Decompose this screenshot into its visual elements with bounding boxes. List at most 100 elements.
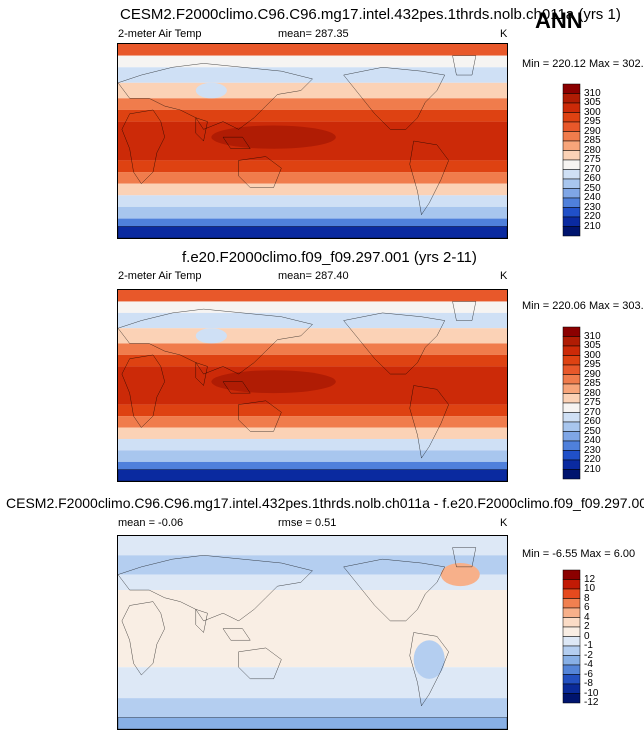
- colorbar-swatches: [562, 569, 581, 704]
- colorbar-swatch: [562, 83, 581, 94]
- panel-2-minmax: Min = 220.06 Max = 303.44: [522, 300, 644, 312]
- colorbar-swatch: [562, 207, 581, 218]
- temperature-band: [118, 427, 507, 439]
- colorbar-swatches: [562, 326, 581, 480]
- temperature-band: [118, 343, 507, 355]
- colorbar-swatch: [562, 345, 581, 356]
- coastline: [344, 313, 445, 374]
- temperature-band: [118, 574, 507, 591]
- colorbar-swatch: [562, 374, 581, 385]
- season-label: ANN: [535, 8, 583, 33]
- negative-anomaly-patch: [413, 640, 445, 679]
- panel-1-title: CESM2.F2000climo.C96.C96.mg17.intel.432p…: [120, 6, 621, 23]
- coastline: [122, 110, 165, 184]
- colorbar-tick-label: 230: [584, 444, 601, 456]
- colorbar-tick-label: 2: [584, 621, 590, 632]
- colorbar-tick-label: -4: [584, 659, 593, 670]
- colorbar-tick-label: 305: [584, 97, 601, 108]
- colorbar-tick-label: 260: [584, 173, 601, 184]
- colorbar-tick-label: 240: [584, 435, 601, 446]
- panel-3-units: K: [500, 517, 508, 529]
- colorbar-swatch: [562, 159, 581, 170]
- coastline: [223, 382, 250, 393]
- panel-1-variable: 2-meter Air Temp: [118, 28, 202, 40]
- colorbar-tick-label: 295: [584, 116, 601, 127]
- temperature-band: [118, 109, 507, 122]
- colorbar-tick-label: 8: [584, 592, 590, 604]
- tibetan-plateau-cold-spot: [195, 82, 227, 99]
- temperature-band: [118, 461, 507, 470]
- temperature-band: [118, 67, 507, 83]
- colorbar-swatch: [562, 607, 581, 618]
- colorbar-swatch: [562, 355, 581, 366]
- coastline: [223, 137, 250, 149]
- colorbar-swatch: [562, 393, 581, 404]
- temperature-band: [118, 301, 507, 313]
- colorbar-swatch: [562, 412, 581, 423]
- coastline: [196, 609, 208, 632]
- coastline: [410, 633, 449, 706]
- panel-3-minmax: Min = -6.55 Max = 6.00: [522, 548, 636, 560]
- panel-2-mean: mean= 287.40: [278, 270, 349, 282]
- panel-1-mean: mean= 287.35: [278, 28, 349, 40]
- colorbar-tick-label: 0: [584, 630, 590, 642]
- coastline: [239, 157, 282, 188]
- colorbar-tick-label: 210: [584, 220, 601, 232]
- colorbar-tick-label: 270: [584, 163, 601, 175]
- colorbar-swatch: [562, 178, 581, 189]
- colorbar-swatch: [562, 326, 581, 337]
- colorbar-swatch: [562, 93, 581, 104]
- colorbar-swatch: [562, 469, 581, 480]
- colorbar-tick-label: 12: [584, 573, 596, 585]
- colorbar-tick-label: 4: [584, 611, 590, 623]
- colorbar-tick-label: 210: [584, 463, 601, 475]
- colorbar-tick-label: 220: [584, 454, 601, 465]
- temperature-band: [118, 450, 507, 462]
- coastline: [344, 559, 445, 621]
- warm-pool-region: [211, 125, 336, 149]
- temperature-band: [118, 404, 507, 417]
- coastline: [453, 56, 476, 75]
- colorbar-swatch: [562, 636, 581, 647]
- panel-3-mean: mean = -0.06: [118, 517, 184, 529]
- colorbar-swatch: [562, 674, 581, 685]
- temperature-band: [118, 416, 507, 428]
- warm-pool-region: [211, 370, 336, 394]
- temperature-band: [118, 312, 507, 329]
- colorbar-swatches: [562, 83, 581, 237]
- temperature-band: [118, 82, 507, 99]
- colorbar-swatch: [562, 598, 581, 609]
- coastline: [118, 470, 507, 481]
- colorbar-swatch: [562, 693, 581, 704]
- panel-2-units: K: [500, 270, 508, 282]
- colorbar-swatch: [562, 383, 581, 394]
- panel-1-units: K: [500, 28, 508, 40]
- colorbar-tick-label: 285: [584, 378, 601, 389]
- temperature-band: [118, 195, 507, 207]
- colorbar-swatch: [562, 197, 581, 208]
- colorbar-swatch: [562, 336, 581, 347]
- colorbar-swatch: [562, 364, 581, 375]
- temperature-band: [118, 98, 507, 110]
- colorbar-swatch: [562, 459, 581, 470]
- coastline: [453, 301, 476, 320]
- colorbar-swatch: [562, 450, 581, 461]
- temperature-band: [118, 469, 507, 481]
- colorbar-swatch: [562, 617, 581, 628]
- temperature-band: [118, 226, 507, 238]
- colorbar-tick-label: 280: [584, 387, 601, 399]
- colorbar-tick-label: 220: [584, 211, 601, 222]
- colorbar-swatch: [562, 588, 581, 599]
- temperature-band: [118, 55, 507, 68]
- colorbar-swatch: [562, 664, 581, 675]
- temperature-band: [118, 172, 507, 184]
- colorbar-swatch: [562, 169, 581, 180]
- coastline: [453, 548, 476, 567]
- colorbar-swatch: [562, 102, 581, 113]
- colorbar-tick-label: 300: [584, 106, 601, 118]
- colorbar-tick-label: -1: [584, 640, 593, 651]
- colorbar-swatch: [562, 112, 581, 123]
- colorbar-swatch: [562, 645, 581, 656]
- colorbar-swatch: [562, 683, 581, 694]
- colorbar-tick-label: 230: [584, 201, 601, 213]
